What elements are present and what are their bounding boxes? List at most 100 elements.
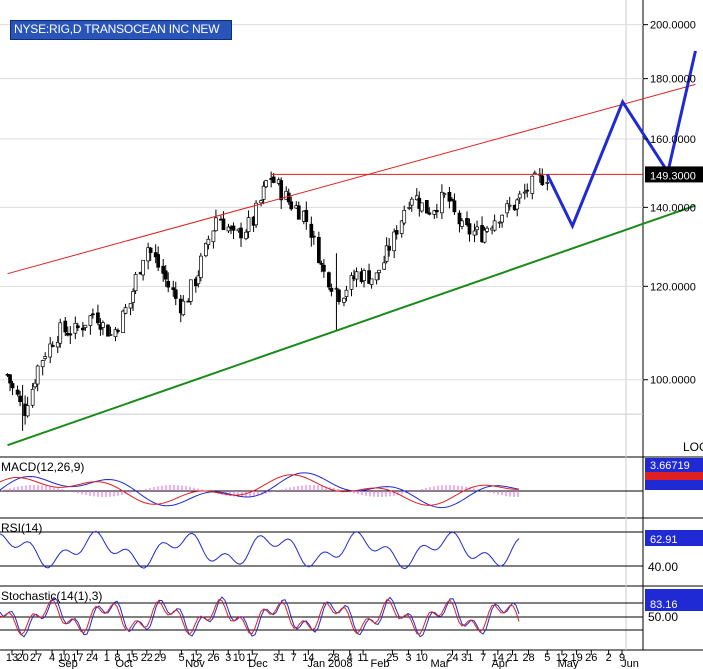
- macd-panel: [0, 472, 643, 509]
- day-tick-label: 29: [154, 652, 166, 664]
- chart-title: NYSE:RIG,D TRANSOCEAN INC NEW: [14, 22, 220, 36]
- chart-title-box: [10, 20, 232, 40]
- candle-body: [467, 223, 472, 235]
- candle-body: [435, 210, 439, 213]
- candle-body: [457, 212, 462, 225]
- candle-body: [384, 245, 389, 262]
- candle: [442, 192, 447, 198]
- candle-body: [394, 230, 399, 235]
- candle-body: [181, 300, 186, 316]
- candle: [156, 246, 161, 272]
- candle: [58, 318, 63, 348]
- candle: [196, 270, 201, 288]
- candle-body: [171, 287, 176, 290]
- candle: [472, 223, 477, 243]
- candle: [369, 278, 374, 289]
- candle: [367, 263, 371, 285]
- candle: [394, 225, 399, 240]
- month-tick-label: Apr: [491, 658, 508, 669]
- candle-body: [221, 218, 226, 231]
- candle: [427, 207, 432, 216]
- candle-body: [131, 291, 135, 303]
- macd-label: MACD(12,26,9): [1, 460, 85, 474]
- rsi-line: [0, 530, 520, 570]
- candle: [163, 265, 168, 287]
- scale-label: LOG: [683, 440, 703, 454]
- candle-body: [259, 200, 263, 204]
- candle-body: [264, 180, 268, 188]
- trendlines: [7, 83, 696, 447]
- candle: [231, 222, 236, 240]
- last-price-badge-bg: [645, 166, 703, 183]
- candle: [475, 220, 479, 236]
- candle-body: [211, 230, 216, 243]
- stochastic-value-badge-bg: [645, 597, 703, 611]
- candle: [40, 359, 45, 376]
- candlestick-series: [5, 168, 550, 431]
- candle: [204, 242, 208, 258]
- day-tick-label: 28: [328, 652, 340, 664]
- candle: [317, 231, 321, 264]
- macd-value-badge: 3.66719: [650, 460, 690, 472]
- candle: [10, 380, 15, 396]
- candle: [146, 242, 150, 270]
- candle: [344, 285, 349, 302]
- candle-body: [311, 235, 316, 238]
- candle-body: [367, 270, 371, 284]
- candle-body: [304, 209, 309, 223]
- candle-body: [545, 181, 550, 184]
- candle-body: [161, 265, 166, 274]
- candle: [304, 201, 309, 230]
- candle-body: [15, 389, 20, 395]
- candle: [450, 197, 454, 202]
- candle-body: [279, 180, 284, 201]
- day-tick-label: 3: [405, 652, 411, 664]
- day-tick-label: 12: [556, 652, 568, 664]
- candle: [133, 271, 138, 295]
- candle: [63, 316, 68, 337]
- candle: [515, 198, 520, 217]
- candle-body: [322, 264, 326, 272]
- candle-body: [382, 262, 386, 270]
- candle-body: [440, 191, 444, 214]
- candle-body: [204, 243, 208, 257]
- candle: [289, 196, 294, 211]
- price-tick-label: 100.0000: [650, 375, 696, 387]
- day-tick-label: 24: [86, 652, 98, 664]
- candle: [108, 326, 113, 336]
- price-tick-label: 180.0000: [650, 74, 696, 86]
- candle-body: [244, 231, 248, 240]
- candle-body: [414, 195, 419, 201]
- month-tick-label: May: [558, 658, 579, 669]
- candle-body: [349, 275, 354, 290]
- candle-body: [522, 191, 527, 194]
- candle-body: [113, 329, 118, 338]
- day-tick-label: 5: [544, 652, 550, 664]
- candle: [33, 379, 38, 389]
- day-tick-label: 2: [606, 652, 612, 664]
- candle-body: [329, 287, 334, 292]
- candle: [55, 336, 60, 353]
- day-tick-label: 14: [492, 652, 504, 664]
- candle-body: [450, 198, 454, 201]
- candle: [148, 246, 153, 261]
- candle-body: [354, 271, 359, 280]
- candle-body: [289, 201, 294, 210]
- day-tick-label: 4: [49, 652, 55, 664]
- candle-body: [342, 297, 346, 303]
- candle-body: [517, 193, 522, 199]
- candle: [15, 385, 20, 397]
- rsi-value-badge: 62.91: [650, 534, 678, 546]
- candle-body: [106, 324, 110, 337]
- month-tick-label: Nov: [185, 658, 205, 669]
- month-tick-label: Sep: [58, 658, 78, 669]
- price-tick-label: 140.0000: [650, 202, 696, 214]
- candle: [384, 237, 389, 264]
- month-tick-label: Dec: [248, 658, 268, 669]
- candle: [73, 316, 78, 340]
- candle: [452, 193, 457, 215]
- candle-body: [377, 269, 381, 273]
- price-tick-label: 160.0000: [650, 134, 696, 146]
- candle: [419, 202, 424, 213]
